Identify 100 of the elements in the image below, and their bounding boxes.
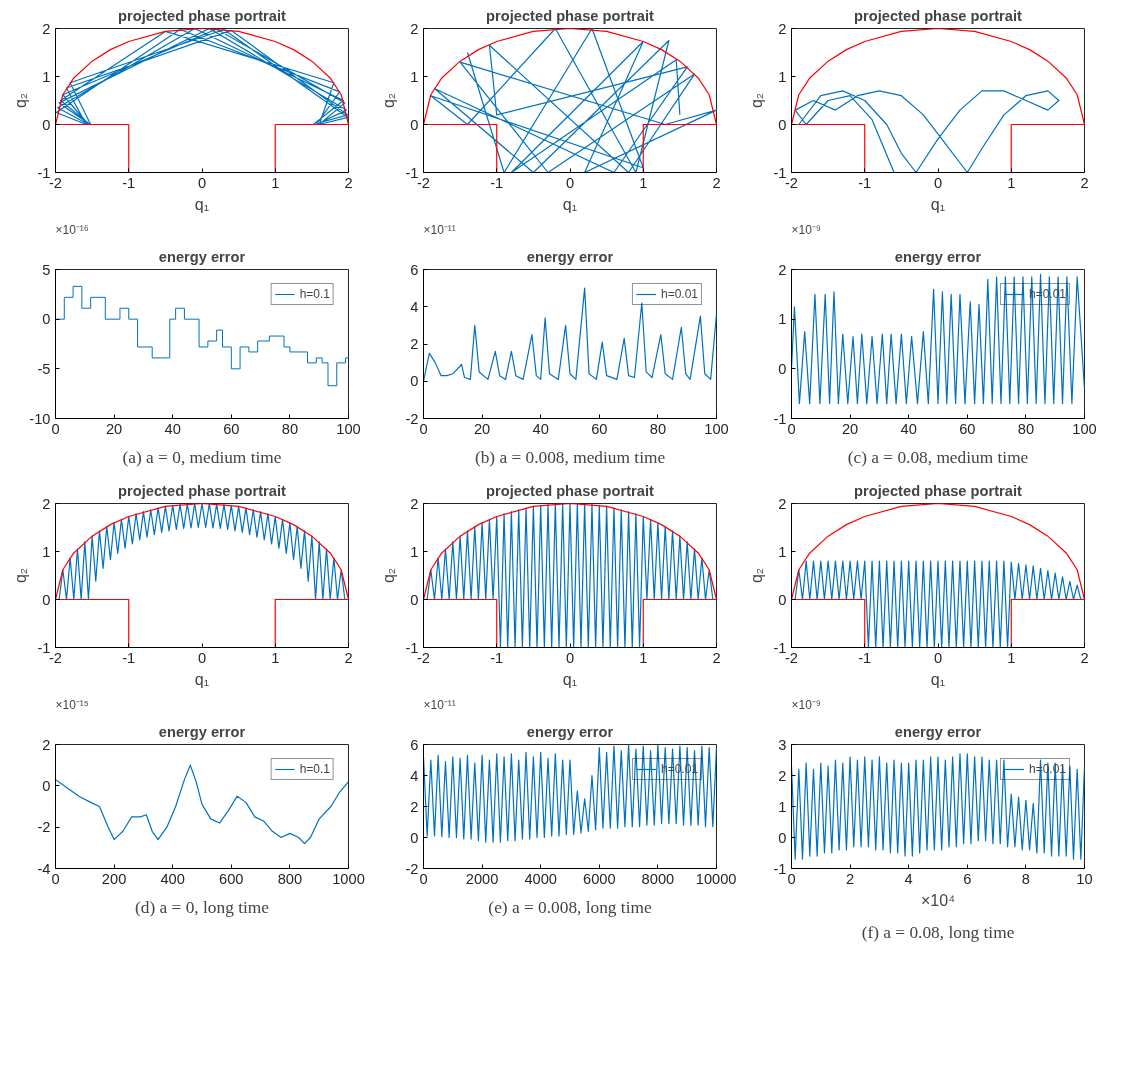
y-tick-label: -2 [37,819,51,836]
chart-title: projected phase portrait [854,482,1022,499]
y-axis-title: q₂ [748,92,766,109]
x-tick-label: -1 [122,649,136,666]
text: ×10⁻⁹ [791,222,821,237]
y-tick-label: 1 [42,543,51,560]
x-tick-label: 0 [933,649,943,666]
x-tick-label: 1 [639,649,648,666]
chart-title: energy error [158,723,246,740]
y-tick-label: 6 [410,736,419,753]
y-tick-label: 2 [42,495,51,512]
y-tick-label: 0 [778,360,787,377]
y-tick-label: 0 [42,311,51,328]
y-tick-label: 2 [42,736,51,753]
x-tick-label: 0 [197,174,207,191]
x-tick-label: -1 [490,649,504,666]
x-axis-title: q₁ [930,670,946,688]
x-axis-title: q₁ [194,670,210,688]
y-tick-label: -5 [37,360,51,377]
text: ×10⁻¹¹ [423,697,456,712]
x-tick-label: 60 [959,420,976,437]
x-tick-label: 20 [473,420,491,437]
text: ×10⁻¹⁶ [55,222,89,237]
y-tick-label: 5 [42,261,51,278]
x-tick-label: 80 [1017,420,1035,437]
x-tick-label: -1 [122,174,136,191]
x-tick-label: 2 [712,174,721,191]
x-tick-label: 6 [963,870,972,887]
y-tick-label: 0 [778,591,787,608]
x-tick-label: 20 [105,420,123,437]
legend-label: h=0.1 [299,287,330,301]
text: (a) a = 0, medium time [122,447,282,467]
y-tick-label: 2 [778,20,787,37]
x-tick-label: 600 [219,870,244,887]
chart-title: energy error [158,248,246,265]
x-tick-label: 2 [344,649,353,666]
y-tick-label: 2 [410,336,419,352]
x-tick-label: 10000 [695,870,737,887]
y-tick-label: 2 [778,495,787,512]
x-tick-label: 100 [336,420,361,437]
y-axis-title: q₂ [380,92,398,109]
y-tick-label: 0 [410,829,419,846]
x-tick-label: -1 [490,174,504,191]
x-tick-label: 1 [271,174,280,191]
legend-label: h=0.1 [299,762,330,776]
x-tick-label: 40 [532,420,549,437]
y-tick-label: 1 [42,68,51,85]
x-axis-title: q₁ [562,670,578,688]
text: (c) a = 0.08, medium time [847,447,1029,467]
x-tick-label: 20 [841,420,859,437]
y-tick-label: 1 [778,311,787,328]
chart-title: energy error [894,248,982,265]
chart-title: projected phase portrait [486,7,654,24]
text: ×10⁻⁹ [791,697,821,712]
x-tick-label: 8 [1021,870,1030,887]
y-tick-label: -4 [37,860,51,877]
y-tick-label: 0 [42,116,51,133]
y-tick-label: 1 [778,68,787,85]
y-tick-label: 2 [778,261,787,278]
x-tick-label: 40 [900,420,917,437]
x-tick-label: 1 [639,174,648,191]
x-tick-label: 2000 [465,870,499,887]
x-tick-label: 10 [1076,870,1093,887]
x-tick-label: 0 [197,649,207,666]
chart-title: projected phase portrait [854,7,1022,24]
x-tick-label: 2 [846,870,855,887]
y-tick-label: 0 [42,777,51,794]
y-tick-label: 2 [410,20,419,37]
x-tick-label: 2 [712,649,721,666]
chart-title: energy error [526,248,614,265]
x-axis-title: q₁ [194,195,210,213]
x-tick-label: 0 [933,174,943,191]
y-tick-label: 0 [410,591,419,608]
y-tick-label: 4 [410,298,419,315]
x-tick-label: 6000 [583,870,616,887]
x-tick-label: 800 [277,870,303,887]
x-tick-label: 0 [565,649,575,666]
x-tick-label: 2 [1080,649,1089,666]
y-tick-label: 2 [42,20,51,37]
y-tick-label: 2 [410,798,419,815]
y-tick-label: 0 [778,116,787,133]
y-tick-label: 1 [778,798,787,815]
y-tick-label: 6 [410,261,419,278]
chart-title: projected phase portrait [118,7,286,24]
chart-title: energy error [526,723,614,740]
text: (f) a = 0.08, long time [861,922,1015,942]
y-tick-label: 0 [778,829,787,846]
x-tick-label: 40 [164,420,181,437]
legend-label: h=0.01 [660,287,698,301]
x-tick-label: 4000 [524,870,558,887]
x-axis-title: q₁ [930,195,946,213]
text: (b) a = 0.008, medium time [474,447,666,467]
y-axis-title: q₂ [12,92,30,109]
x-tick-label: 1 [1007,649,1016,666]
x-tick-label: 1 [1007,174,1016,191]
y-tick-label: 1 [410,543,419,560]
text: (e) a = 0.008, long time [488,897,652,917]
y-tick-label: 1 [410,68,419,85]
x-tick-label: -1 [858,649,872,666]
chart-title: energy error [894,723,982,740]
